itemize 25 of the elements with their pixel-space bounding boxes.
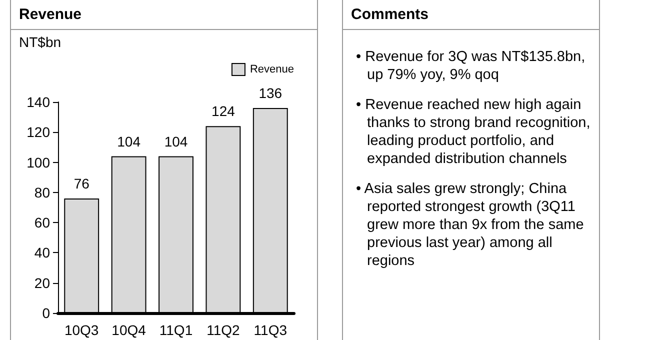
y-tick-label: 40: [34, 244, 50, 261]
x-tick-label: 11Q3: [254, 322, 288, 338]
data-label: 124: [212, 103, 236, 120]
y-tick-label: 100: [26, 154, 50, 170]
y-tick-label: 0: [42, 305, 50, 321]
legend-label: Revenue: [250, 64, 294, 76]
x-tick-label: 11Q1: [159, 322, 193, 338]
x-tick-label: 10Q3: [64, 322, 99, 338]
chart-title: Revenue: [11, 0, 317, 30]
text: • Revenue for 3Q was NT$135.8bn, up 79% yoy, 9% qoq: [356, 48, 586, 84]
text: • Revenue reached new high again thanks to strong brand recognition, leading product portfolio, and expanded distribution channels: [356, 96, 592, 168]
data-label: 136: [258, 85, 282, 102]
x-tick-label: 11Q2: [206, 322, 240, 338]
text: • Asia sales grew strongly; China reported strongest growth (3Q11 grew more than 9x from the same previous last year) among all regions: [356, 180, 585, 270]
y-tick-label: 60: [34, 214, 50, 231]
x-tick-label: 10Q4: [112, 322, 146, 338]
y-tick-label: 20: [34, 274, 50, 291]
text: Comments: [343, 0, 599, 30]
data-label: 104: [117, 133, 141, 150]
data-label: 76: [74, 175, 90, 192]
y-tick-label: 140: [26, 94, 50, 110]
y-tick-label: 80: [34, 184, 50, 200]
y-tick-label: 120: [26, 124, 50, 140]
y-axis-title: NT$bn: [19, 34, 62, 50]
data-label: 104: [164, 133, 188, 150]
